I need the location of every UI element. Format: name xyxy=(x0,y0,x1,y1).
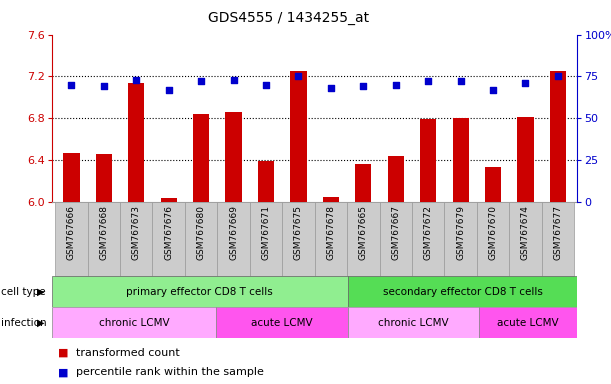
Text: GSM767665: GSM767665 xyxy=(359,205,368,260)
Point xyxy=(521,80,530,86)
Bar xyxy=(379,202,412,276)
Text: GSM767678: GSM767678 xyxy=(326,205,335,260)
Bar xyxy=(412,202,444,276)
Point xyxy=(196,78,206,84)
Bar xyxy=(225,112,242,202)
Bar xyxy=(348,307,479,338)
Text: transformed count: transformed count xyxy=(76,348,180,358)
Bar xyxy=(542,202,574,276)
Point xyxy=(488,87,498,93)
Point xyxy=(67,82,76,88)
Point xyxy=(131,76,141,83)
Text: GSM767671: GSM767671 xyxy=(262,205,271,260)
Text: acute LCMV: acute LCMV xyxy=(251,318,313,328)
Bar xyxy=(161,199,177,202)
Bar xyxy=(216,307,348,338)
Bar xyxy=(128,83,144,202)
Text: percentile rank within the sample: percentile rank within the sample xyxy=(76,367,264,377)
Bar xyxy=(355,164,371,202)
Bar xyxy=(550,71,566,202)
Bar xyxy=(52,307,216,338)
Bar xyxy=(444,202,477,276)
Text: ■: ■ xyxy=(58,348,68,358)
Point xyxy=(229,76,238,83)
Point xyxy=(423,78,433,84)
Bar xyxy=(64,152,79,202)
Text: cell type: cell type xyxy=(1,287,45,297)
Point xyxy=(293,73,303,79)
Bar xyxy=(479,307,577,338)
Text: ▶: ▶ xyxy=(37,318,45,328)
Text: GSM767677: GSM767677 xyxy=(554,205,563,260)
Point xyxy=(456,78,466,84)
Text: chronic LCMV: chronic LCMV xyxy=(99,318,169,328)
Text: GSM767670: GSM767670 xyxy=(489,205,497,260)
Point xyxy=(391,82,401,88)
Text: acute LCMV: acute LCMV xyxy=(497,318,559,328)
Point xyxy=(99,83,109,89)
Text: GSM767672: GSM767672 xyxy=(423,205,433,260)
Text: GSM767669: GSM767669 xyxy=(229,205,238,260)
Point xyxy=(326,85,336,91)
Bar xyxy=(453,118,469,202)
Text: GSM767674: GSM767674 xyxy=(521,205,530,260)
Point xyxy=(164,87,174,93)
Bar xyxy=(218,202,250,276)
Bar xyxy=(420,119,436,202)
Bar xyxy=(193,114,209,202)
Text: GSM767666: GSM767666 xyxy=(67,205,76,260)
Text: GDS4555 / 1434255_at: GDS4555 / 1434255_at xyxy=(208,11,369,25)
Text: ■: ■ xyxy=(58,367,68,377)
Bar xyxy=(323,197,339,202)
Text: GSM767667: GSM767667 xyxy=(391,205,400,260)
Text: GSM767673: GSM767673 xyxy=(132,205,141,260)
Bar xyxy=(282,202,315,276)
Bar xyxy=(477,202,510,276)
Text: ▶: ▶ xyxy=(37,287,45,297)
Bar xyxy=(290,71,307,202)
Text: GSM767680: GSM767680 xyxy=(197,205,206,260)
Text: GSM767668: GSM767668 xyxy=(100,205,108,260)
Bar xyxy=(347,202,379,276)
Bar xyxy=(250,202,282,276)
Bar xyxy=(153,202,185,276)
Point xyxy=(359,83,368,89)
Bar xyxy=(510,202,542,276)
Bar xyxy=(387,156,404,202)
Bar xyxy=(518,117,533,202)
Point xyxy=(261,82,271,88)
Bar xyxy=(120,202,153,276)
Bar xyxy=(52,276,348,307)
Bar xyxy=(55,202,87,276)
Text: GSM767679: GSM767679 xyxy=(456,205,465,260)
Bar xyxy=(87,202,120,276)
Bar xyxy=(315,202,347,276)
Text: GSM767675: GSM767675 xyxy=(294,205,303,260)
Bar xyxy=(185,202,218,276)
Text: infection: infection xyxy=(1,318,46,328)
Text: chronic LCMV: chronic LCMV xyxy=(378,318,448,328)
Bar xyxy=(96,154,112,202)
Bar xyxy=(348,276,577,307)
Bar xyxy=(258,161,274,202)
Text: secondary effector CD8 T cells: secondary effector CD8 T cells xyxy=(382,287,543,297)
Point xyxy=(553,73,563,79)
Text: GSM767676: GSM767676 xyxy=(164,205,173,260)
Bar xyxy=(485,167,501,202)
Text: primary effector CD8 T cells: primary effector CD8 T cells xyxy=(126,287,273,297)
